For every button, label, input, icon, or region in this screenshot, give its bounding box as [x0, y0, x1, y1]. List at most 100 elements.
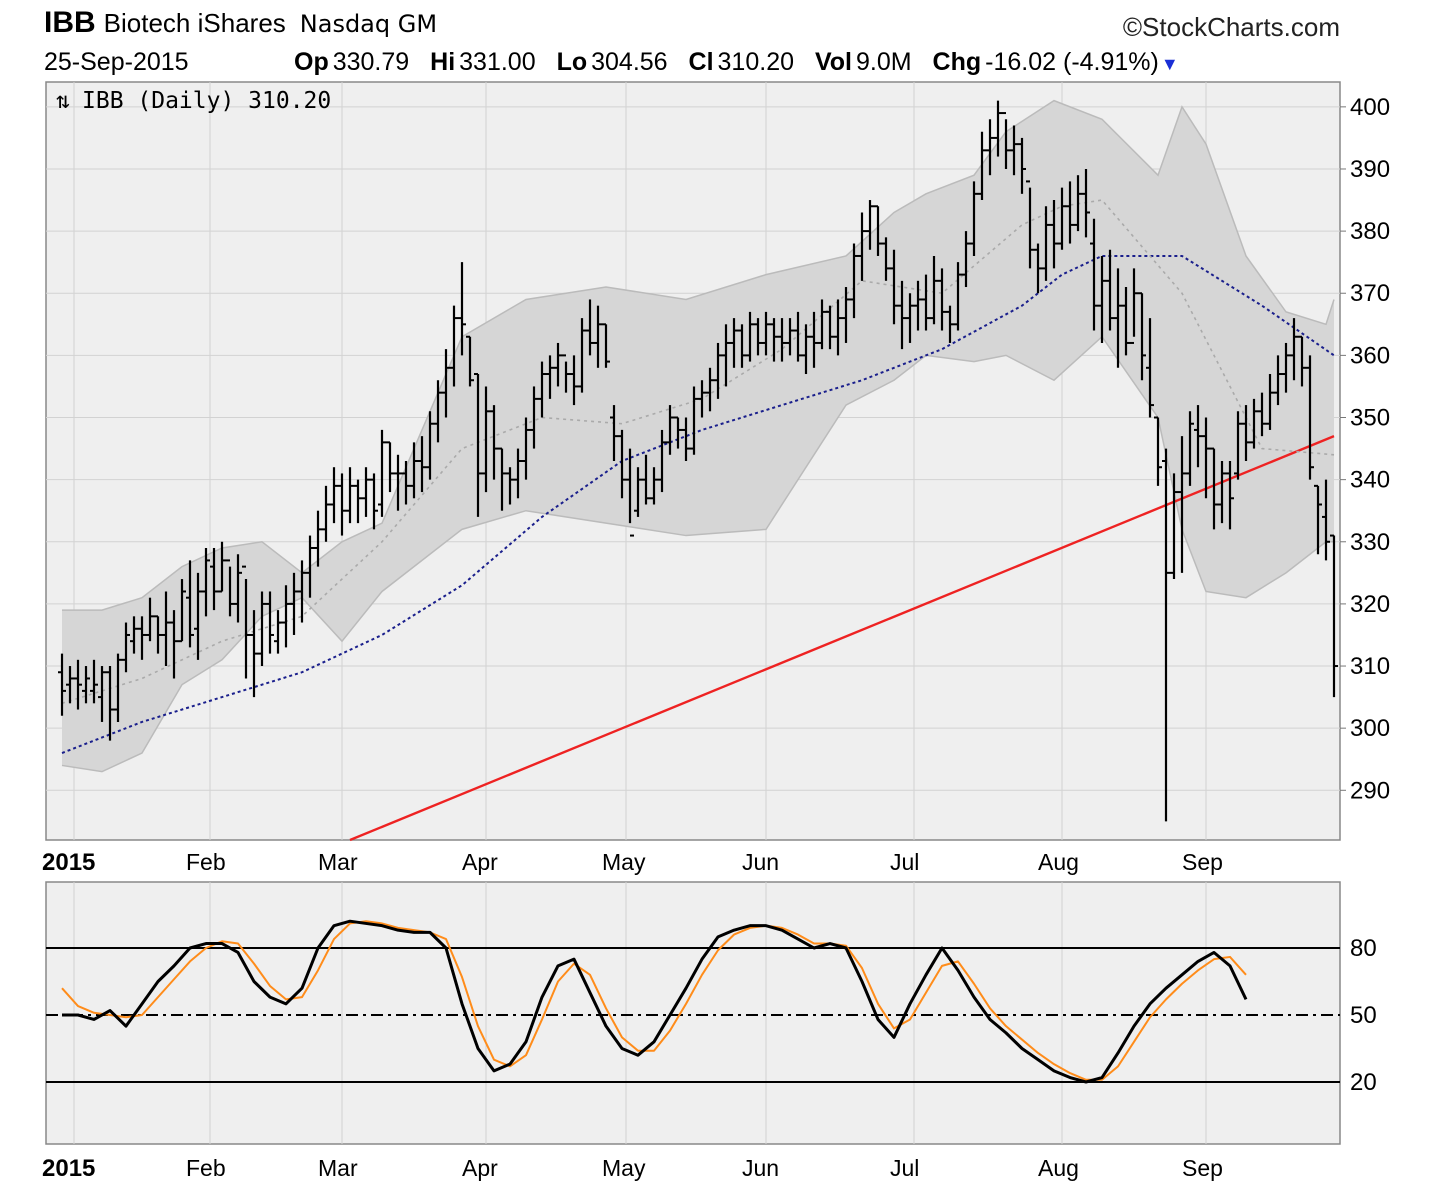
price-legend-label: IBB (Daily) 310.20 — [82, 88, 331, 114]
ohlc-bar — [834, 299, 842, 356]
ohlc-bar — [746, 311, 754, 362]
ohlc-bar — [178, 579, 186, 643]
ohlc-bar — [1154, 416, 1162, 486]
oscillator-panel-background — [45, 881, 1341, 1145]
price-x-tick-label: Mar — [318, 849, 358, 875]
price-y-tick-label: 360 — [1350, 342, 1390, 369]
stat-volume-label: Vol — [814, 48, 852, 76]
oscillator-line-solid-thick — [62, 919, 1248, 1084]
quote-date: 25-Sep-2015 — [44, 48, 189, 76]
ohlc-bar — [1186, 411, 1194, 486]
price-y-tick-label: 380 — [1350, 218, 1390, 245]
ohlc-bar — [466, 335, 474, 387]
ohlc-bar — [170, 610, 178, 679]
ticker-symbol: IBB — [44, 6, 96, 39]
ohlc-bar — [730, 318, 738, 368]
ohlc-bar — [314, 510, 322, 567]
bollinger-lower-line — [61, 335, 1334, 773]
stat-open-value: 330.79 — [332, 48, 410, 76]
oscillator-x-tick-label: Feb — [186, 1155, 226, 1181]
stat-low-value: 304.56 — [591, 48, 668, 76]
stat-change-value: -16.02 (-4.91%) — [985, 48, 1159, 76]
ohlc-bar — [482, 386, 490, 493]
security-description: Biotech iShares — [103, 8, 286, 38]
oscillator-x-tick-label: Jul — [890, 1155, 919, 1181]
price-x-tick-label: May — [602, 849, 646, 875]
ohlc-bar — [1234, 411, 1242, 480]
price-y-axis: 290 300 310 320 330 340 350 360 370 380 390 400 — [1340, 94, 1390, 804]
price-y-tick-label: 390 — [1350, 156, 1390, 183]
ohlc-bar — [1098, 255, 1106, 343]
bollinger-band-area — [61, 99, 1335, 773]
price-y-tick-label: 370 — [1350, 280, 1390, 307]
ohlc-bar — [458, 262, 466, 356]
stat-volume-value: 9.0M — [856, 48, 912, 76]
ohlc-bar — [1122, 287, 1130, 356]
ohlc-bar — [490, 405, 498, 480]
stat-high-label: Hi — [430, 48, 456, 76]
ohlc-bar — [1082, 168, 1090, 238]
ohlc-bar — [258, 591, 266, 667]
oscillator-x-tick-label: 2015 — [42, 1155, 95, 1182]
ohlc-bar — [154, 615, 162, 654]
ohlc-bar — [722, 324, 730, 387]
ohlc-bar — [946, 305, 954, 343]
ohlc-bar — [642, 454, 650, 505]
ohlc-bar — [570, 355, 578, 406]
ohlc-bar — [1074, 175, 1082, 232]
ohlc-bar — [762, 311, 770, 356]
ohlc-bar — [1274, 355, 1282, 406]
oscillator-y-axis: 20 50 80 — [1350, 935, 1377, 1096]
ohlc-bar — [1066, 181, 1074, 244]
ohlc-bar — [1114, 268, 1122, 368]
ohlc-bar — [1178, 436, 1186, 573]
ohlc-bar — [1306, 355, 1314, 480]
triangle-down-icon: ▼ — [1160, 54, 1179, 74]
ohlc-bar — [226, 559, 234, 617]
ohlc-bar — [434, 380, 442, 443]
price-x-tick-label: 2015 — [42, 849, 95, 876]
ohlc-bar — [1330, 534, 1338, 698]
ohlc-bar — [298, 560, 306, 623]
ohlc-bar — [842, 287, 850, 343]
ohlc-bar — [266, 591, 274, 654]
ohlc-bar — [162, 591, 170, 667]
ohlc-bar — [1042, 206, 1050, 281]
ohlc-bar — [602, 323, 610, 368]
ohlc-bar — [1010, 125, 1018, 176]
ohlc-bar — [626, 448, 634, 537]
price-x-tick-label: Jun — [742, 849, 779, 875]
quote-stats: Op 330.79 Hi 331.00 Lo 304.56 Cl 310.20 Vol 9… — [294, 48, 1193, 77]
ohlc-bar — [1226, 461, 1234, 530]
ohlc-bar — [690, 386, 698, 455]
ohlc-bar — [1258, 392, 1266, 437]
ohlc-bar — [186, 560, 194, 648]
ohlc-bar — [858, 212, 866, 281]
ohlc-bar — [994, 100, 1002, 157]
ohlc-bar — [426, 411, 434, 480]
ohlc-bar — [306, 535, 314, 598]
ohlc-bar — [1130, 268, 1138, 344]
ohlc-bar — [202, 547, 210, 617]
ohlc-bar — [634, 467, 642, 517]
ohlc-bar — [1290, 318, 1298, 381]
stat-change: Chg -16.02 (-4.91%) ▼ — [933, 48, 1179, 76]
ohlc-bar — [554, 342, 562, 387]
ohlc-bar — [698, 380, 706, 418]
oscillator-x-tick-label: Mar — [318, 1155, 358, 1181]
ohlc-bar — [338, 473, 346, 536]
ohlc-bar — [538, 361, 546, 418]
oscillator-x-tick-label: Apr — [462, 1155, 498, 1181]
ohlc-bar — [330, 467, 338, 524]
price-y-tick-label: 320 — [1350, 591, 1390, 618]
ohlc-bars — [58, 100, 1338, 822]
ohlc-bar — [1194, 405, 1202, 468]
ohlc-bar — [282, 585, 290, 648]
ohlc-bar — [1026, 180, 1034, 269]
price-y-tick-label: 330 — [1350, 529, 1390, 556]
ohlc-bar — [938, 268, 946, 331]
ohlc-bar — [218, 541, 226, 593]
stat-change-label: Chg — [932, 48, 982, 76]
brand-label[interactable]: ©StockCharts.com — [1122, 12, 1340, 42]
